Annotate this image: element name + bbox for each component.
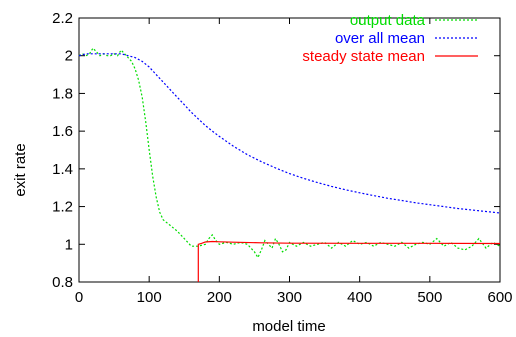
y-tick-label: 1 xyxy=(65,236,73,253)
y-tick-label: 1.2 xyxy=(52,199,73,216)
axes: 0 100 200 300 400 500 600 0.8 1 1.2 1.4 1.6 1.8 2 2.2 xyxy=(52,10,512,306)
y-tick-label: 1.6 xyxy=(52,123,73,140)
series-line-output-data xyxy=(78,47,501,259)
legend-label: steady state mean xyxy=(302,48,425,65)
legend-label: output data xyxy=(350,12,426,29)
series-line-over-all-mean xyxy=(78,53,501,214)
x-tick-label: 200 xyxy=(207,289,232,306)
x-axis-label: model time xyxy=(252,318,325,335)
x-tick-label: 0 xyxy=(75,289,83,306)
x-tick-label: 400 xyxy=(347,289,372,306)
y-tick-label: 2.2 xyxy=(52,10,73,27)
y-tick-label: 1.4 xyxy=(52,161,73,178)
y-tick-label: 1.8 xyxy=(52,85,73,102)
y-tick-label: 0.8 xyxy=(52,274,73,291)
y-axis-label: exit rate xyxy=(12,143,29,196)
x-tick-label: 500 xyxy=(417,289,442,306)
legend-label: over all mean xyxy=(335,30,425,47)
x-tick-label: 600 xyxy=(487,289,512,306)
x-tick-label: 300 xyxy=(277,289,302,306)
x-tick-label: 100 xyxy=(137,289,162,306)
series-line-steady-state-mean xyxy=(197,240,501,282)
series-lines xyxy=(78,47,501,282)
y-tick-label: 2 xyxy=(65,48,73,65)
